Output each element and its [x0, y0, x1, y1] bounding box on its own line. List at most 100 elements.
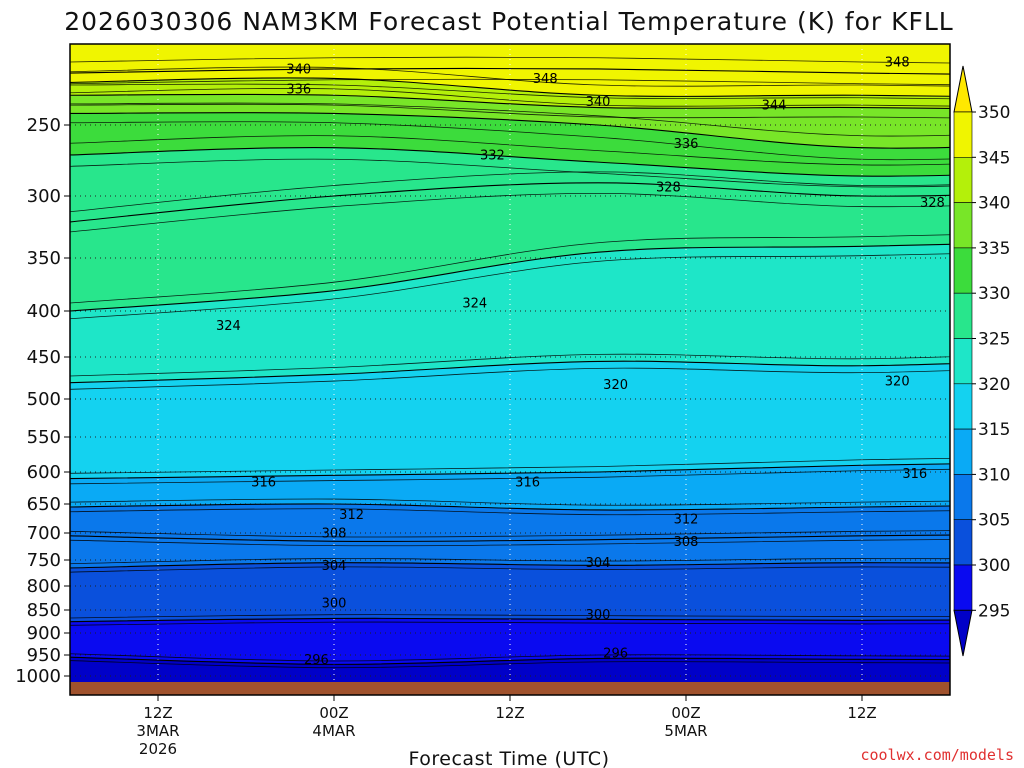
colorbar-swatch-340 — [953, 157, 973, 203]
contour-label-296: 296 — [990, 651, 1015, 666]
colorbar-swatch-315 — [953, 383, 973, 430]
svg-text:296: 296 — [990, 651, 1015, 666]
contour-316-aux-1 — [70, 468, 950, 485]
contour-label-296: 296 — [304, 653, 329, 668]
svg-text:348: 348 — [885, 56, 910, 71]
colorbar-swatch-325 — [953, 292, 973, 339]
svg-text:348: 348 — [533, 72, 558, 87]
contour-316-aux-0 — [70, 457, 950, 474]
colorbar-swatch-335 — [953, 202, 973, 249]
colorbar-label-320: 320 — [978, 375, 1010, 395]
y-tick-label-450: 450 — [27, 347, 61, 368]
svg-text:328: 328 — [920, 196, 945, 211]
y-tick-label-700: 700 — [27, 523, 61, 544]
colorbar-label-345: 345 — [978, 148, 1010, 168]
contour-label-304: 304 — [586, 556, 611, 571]
colorbar-label-325: 325 — [978, 330, 1010, 350]
contour-label-308: 308 — [674, 535, 699, 550]
contour-label-336: 336 — [674, 137, 699, 152]
contour-label-328: 328 — [656, 180, 681, 195]
watermark: coolwx.com/models — [860, 746, 1014, 764]
svg-text:316: 316 — [515, 475, 540, 490]
colorbar-swatch-310 — [953, 428, 973, 475]
y-tick-label-850: 850 — [27, 600, 61, 621]
contour-324-aux-1 — [70, 253, 950, 320]
svg-text:304: 304 — [322, 559, 347, 574]
contour-label-304: 304 — [322, 559, 347, 574]
colorbar-label-335: 335 — [978, 239, 1010, 259]
contour-label-316: 316 — [902, 467, 927, 482]
colorbar-swatch-300 — [953, 519, 973, 566]
contour-labels: 3403363483403323363443483403363283323283… — [216, 56, 1015, 668]
svg-text:296: 296 — [304, 653, 329, 668]
contour-label-332: 332 — [480, 148, 505, 163]
contour-336-aux-0 — [70, 102, 950, 137]
contour-308-aux-1 — [70, 539, 950, 547]
colorbar-swatch-305 — [953, 474, 973, 520]
svg-text:320: 320 — [603, 378, 628, 393]
colorbar-label-350: 350 — [978, 103, 1010, 123]
colorbar: 350 345 340 335 330 325 320 315 310 305 300 295 — [953, 65, 1010, 657]
contour-336 — [70, 112, 950, 149]
svg-text:312: 312 — [339, 508, 364, 523]
svg-text:340: 340 — [586, 95, 611, 110]
y-tick-label-750: 750 — [27, 550, 61, 571]
contour-308-aux-0 — [70, 530, 950, 538]
contour-320 — [70, 360, 950, 384]
contour-label-320: 320 — [885, 375, 910, 390]
contour-308 — [70, 534, 950, 543]
contour-320-aux-1 — [70, 367, 950, 390]
gridlines — [70, 44, 950, 695]
colorbar-bottom-arrow — [953, 609, 973, 657]
y-axis: 2503003504004505005506006507007508008509… — [15, 115, 70, 687]
contour-348-aux-0 — [70, 56, 950, 64]
colorbar-top-arrow — [953, 65, 973, 113]
contour-312-aux-0 — [70, 498, 950, 506]
contour-328-aux-1 — [70, 192, 950, 233]
y-tick-label-350: 350 — [27, 248, 61, 269]
contour-label-316: 316 — [251, 475, 276, 490]
svg-text:324: 324 — [216, 319, 241, 334]
contour-label-340: 340 — [286, 62, 311, 77]
contour-304-aux-0 — [70, 557, 950, 565]
colorbar-swatch-320 — [953, 338, 973, 385]
y-tick-label-800: 800 — [27, 576, 61, 597]
contour-label-316: 316 — [515, 475, 540, 490]
y-tick-label-650: 650 — [27, 494, 61, 515]
contour-label-296: 296 — [603, 646, 628, 661]
y-tick-label-550: 550 — [27, 427, 61, 448]
colorbar-label-300: 300 — [978, 556, 1010, 576]
contour-332-aux-1 — [70, 158, 950, 188]
y-tick-label-600: 600 — [27, 462, 61, 483]
contour-304 — [70, 562, 950, 569]
contour-300 — [70, 617, 950, 623]
svg-text:308: 308 — [674, 535, 699, 550]
contour-344 — [70, 77, 950, 97]
ground-bar — [70, 682, 950, 695]
contour-300-aux-1 — [70, 621, 950, 626]
colorbar-swatch-295 — [953, 564, 973, 611]
contour-label-300: 300 — [322, 596, 347, 611]
contour-344-aux-1 — [70, 88, 950, 107]
y-tick-label-400: 400 — [27, 301, 61, 322]
contour-328-aux-0 — [70, 171, 950, 213]
svg-text:300: 300 — [322, 596, 347, 611]
contour-324-aux-0 — [70, 234, 950, 304]
x-tick-date-0-0: 3MAR — [136, 722, 179, 740]
contour-312 — [70, 503, 950, 511]
contour-324 — [70, 243, 950, 312]
contour-label-340: 340 — [586, 95, 611, 110]
contour-296-aux-1 — [70, 660, 950, 669]
colorbar-label-305: 305 — [978, 511, 1010, 531]
contour-label-312: 312 — [674, 512, 699, 527]
contour-348-aux-1 — [70, 78, 950, 86]
contour-336-aux-1 — [70, 121, 950, 161]
svg-text:344: 344 — [762, 99, 787, 114]
y-tick-label-900: 900 — [27, 623, 61, 644]
contour-300-aux-0 — [70, 614, 950, 619]
colorbar-label-315: 315 — [978, 420, 1010, 440]
contour-340-aux-1 — [70, 103, 950, 119]
colorbar-swatch-345 — [953, 111, 973, 158]
contour-328 — [70, 182, 950, 223]
